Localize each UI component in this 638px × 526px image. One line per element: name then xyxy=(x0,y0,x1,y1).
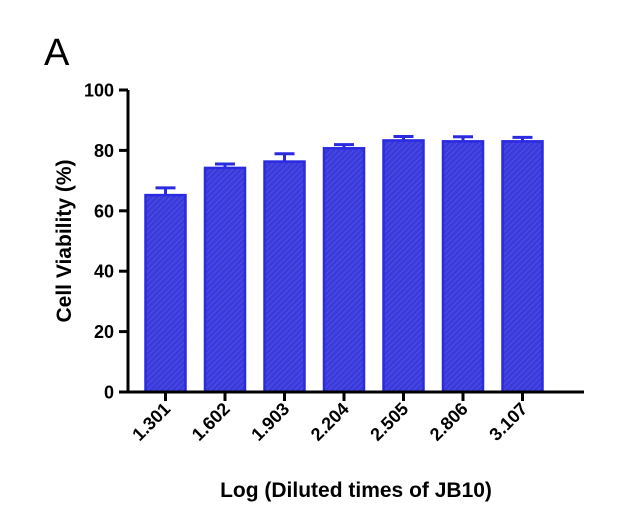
x-tick-label: 1.301 xyxy=(128,399,174,445)
bar xyxy=(144,193,187,394)
y-tick-label: 0 xyxy=(104,383,114,403)
bar xyxy=(263,160,306,394)
x-axis-ticks: 1.301 1.602 1.903 2.204 2.505 2.806 3.107 xyxy=(128,392,531,445)
y-tick-label: 60 xyxy=(94,201,114,221)
y-axis-title: Cell Viability (%) xyxy=(53,160,76,323)
bar xyxy=(203,166,247,394)
y-tick-label: 100 xyxy=(84,81,114,101)
x-tick-label: 2.204 xyxy=(307,399,353,445)
bar xyxy=(441,140,485,394)
x-tick-label: 1.903 xyxy=(247,399,293,445)
x-tick-label: 3.107 xyxy=(485,399,531,445)
y-tick-label: 20 xyxy=(94,322,114,342)
x-axis-title: Log (Diluted times of JB10) xyxy=(220,479,492,502)
x-tick-label: 1.602 xyxy=(188,399,234,445)
bars-group xyxy=(144,135,544,394)
x-tick-label: 2.505 xyxy=(366,399,412,445)
panel-label: A xyxy=(44,32,70,74)
y-tick-label: 40 xyxy=(94,262,114,282)
bar xyxy=(382,139,425,394)
bar xyxy=(501,140,544,394)
x-tick-label: 2.806 xyxy=(426,399,472,445)
y-tick-label: 80 xyxy=(94,141,114,161)
bar xyxy=(322,147,366,394)
y-axis-ticks: 0 20 40 60 80 100 xyxy=(84,81,128,403)
